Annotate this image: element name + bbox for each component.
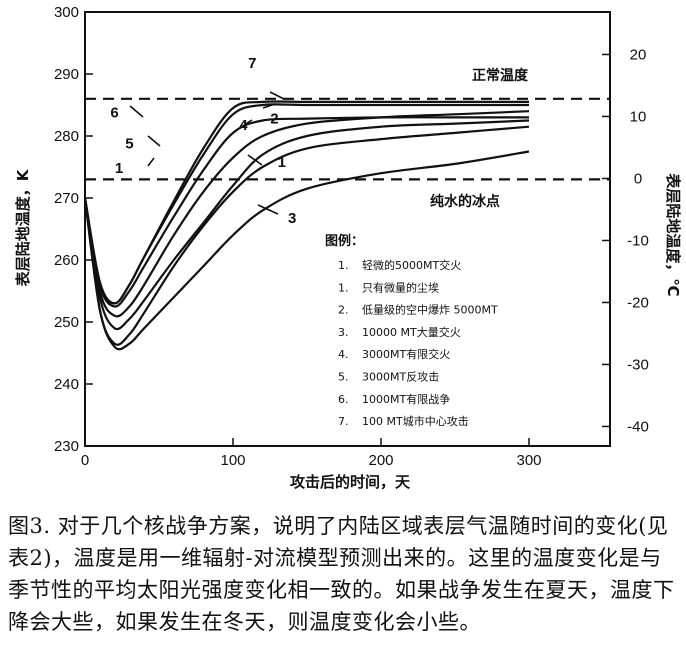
legend-title: 图例： bbox=[325, 233, 364, 249]
ref-label-normal: 正常温度 bbox=[472, 67, 529, 84]
legend-entry: 只有微量的尘埃 bbox=[362, 280, 439, 294]
legend-entry: 10000 MT大量交火 bbox=[362, 325, 461, 339]
leader-line bbox=[262, 103, 276, 109]
curve-label-7: 7 bbox=[248, 55, 256, 72]
series-line-1 bbox=[83, 119, 530, 331]
x-tick-label: 200 bbox=[368, 452, 393, 469]
curve-label-2: 2 bbox=[270, 111, 278, 128]
legend-key: 2. bbox=[338, 304, 349, 317]
y-tick-label: 260 bbox=[54, 252, 79, 269]
series-line-4 bbox=[83, 125, 530, 346]
y2-tick-label: 20 bbox=[630, 46, 647, 63]
y2-tick-label: -30 bbox=[627, 356, 649, 373]
x-tick-label: 0 bbox=[81, 452, 89, 469]
chart-figure: 230 240 250 260 270 280 290 300 0 100 200 300 20 10 0-… bbox=[14, 4, 682, 491]
y2-tick-label: -20 bbox=[627, 294, 649, 311]
leader-line bbox=[247, 154, 263, 166]
y2-tick-label: -40 bbox=[627, 418, 649, 435]
series-line-5 bbox=[83, 116, 529, 308]
legend-key: 5. bbox=[338, 371, 349, 384]
y2-axis-label: 表层陆地温度，℃ bbox=[664, 173, 682, 296]
y-tick-label: 270 bbox=[54, 190, 79, 207]
plot-frame bbox=[84, 11, 611, 447]
leader-line bbox=[147, 157, 155, 167]
legend-entry: 轻微的5000MT交火 bbox=[362, 258, 461, 272]
x-tick-label: 100 bbox=[220, 452, 245, 469]
ref-label-freezing: 纯水的冰点 bbox=[430, 193, 500, 210]
legend-key: 1. bbox=[338, 281, 349, 294]
leader-line bbox=[257, 204, 279, 215]
legend-entry: 低量级的空中爆炸 5000MT bbox=[362, 303, 498, 317]
y-axis-label: 表层陆地温度，K bbox=[14, 168, 32, 286]
series-line-7 bbox=[83, 100, 529, 305]
curve-label-1: 1 bbox=[278, 154, 286, 171]
legend-entry: 1000MT有限战争 bbox=[362, 392, 450, 406]
y-tick-label: 290 bbox=[54, 66, 79, 83]
y-tick-label: 280 bbox=[54, 128, 79, 145]
x-tick-label: 300 bbox=[516, 452, 541, 469]
legend-key: 3. bbox=[338, 326, 349, 339]
leader-line bbox=[243, 119, 253, 126]
y2-tick-label: 0 bbox=[634, 170, 642, 187]
curve-label-4: 4 bbox=[239, 117, 248, 134]
y2-tick-label: 10 bbox=[630, 108, 647, 125]
legend-key: 7. bbox=[338, 415, 349, 428]
x-axis-label: 攻击后的时间，天 bbox=[290, 473, 411, 491]
leader-line bbox=[147, 135, 161, 147]
y-tick-label: 300 bbox=[54, 4, 79, 21]
legend-entry: 3000MT有限交火 bbox=[362, 347, 450, 361]
y-tick-label: 240 bbox=[54, 376, 79, 393]
y-tick-label: 250 bbox=[54, 314, 79, 331]
legend-entry: 100 MT城市中心攻击 bbox=[362, 414, 469, 428]
figure-caption: 图3. 对于几个核战争方案，说明了内陆区域表层气温随时间的变化(见表2)，温度是… bbox=[8, 514, 675, 634]
curve-label-1: 1 bbox=[115, 160, 123, 177]
curve-label-6: 6 bbox=[110, 104, 118, 121]
legend-key: 4. bbox=[338, 348, 349, 361]
legend-entry: 3000MT反攻击 bbox=[362, 370, 439, 384]
legend-key: 6. bbox=[338, 393, 349, 406]
y2-tick-label: -10 bbox=[627, 232, 649, 249]
y-tick-label: 230 bbox=[54, 438, 79, 455]
series-line-2 bbox=[83, 110, 530, 318]
series-line-3 bbox=[83, 150, 530, 351]
leader-line bbox=[129, 105, 144, 118]
curve-label-5: 5 bbox=[125, 135, 133, 152]
curve-label-3: 3 bbox=[288, 210, 296, 227]
legend-key: 1. bbox=[338, 259, 349, 272]
leader-line bbox=[269, 91, 285, 100]
